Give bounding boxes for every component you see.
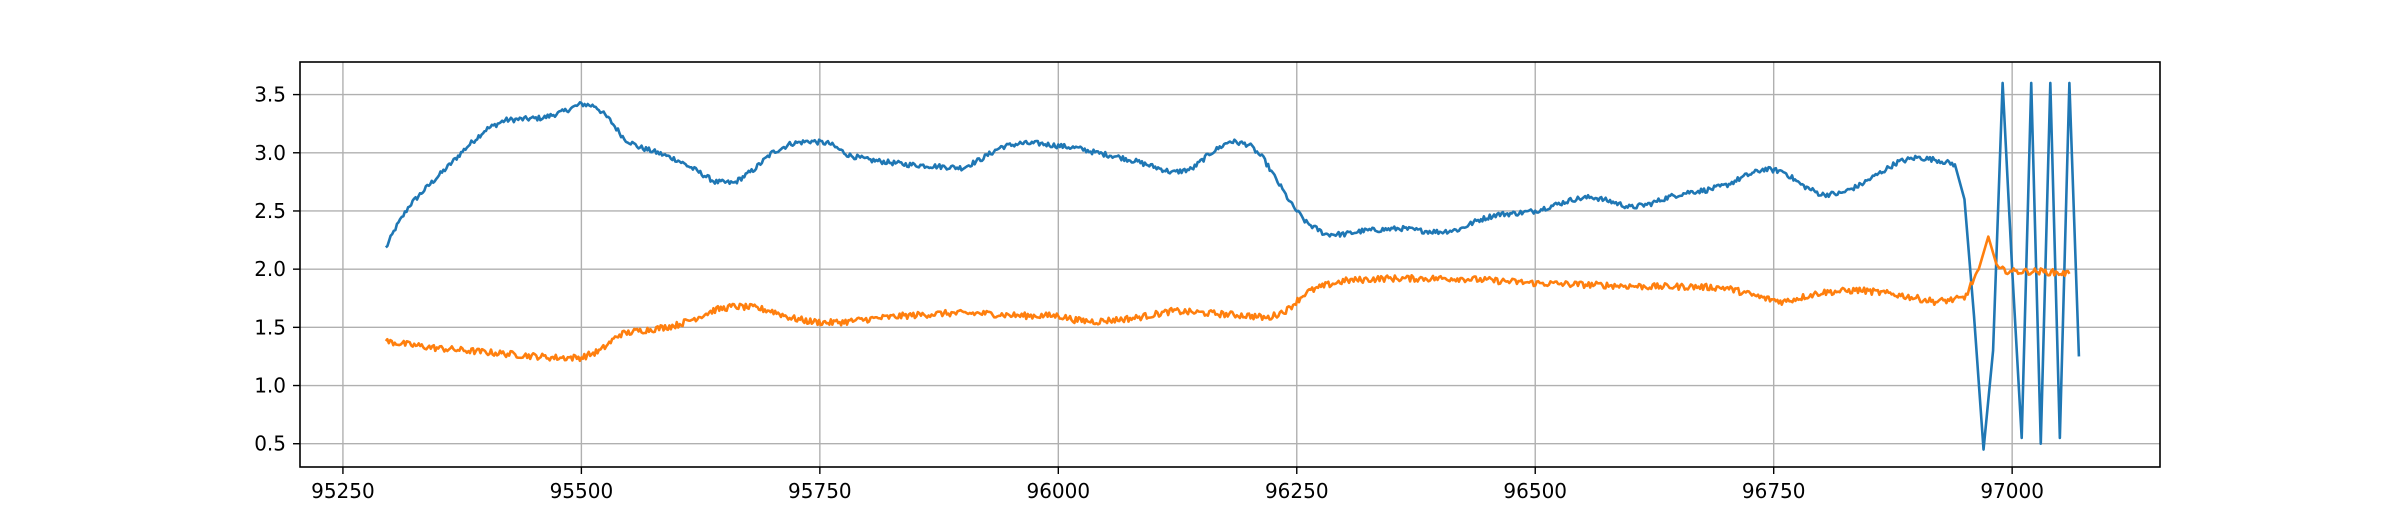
x-tick-label: 97000 [1980, 479, 2044, 503]
series-line-2 [384, 235, 2071, 363]
series-layer [384, 81, 2081, 451]
x-axis: 95250 95500 95750 96000 96250 96500 96750 97000 [311, 467, 2044, 503]
x-tick-label: 95750 [788, 479, 852, 503]
x-tick-label: 96750 [1742, 479, 1806, 503]
x-tick-label: 96250 [1265, 479, 1329, 503]
series-line-1 [384, 81, 2081, 451]
y-tick-label: 1.0 [254, 374, 286, 398]
y-tick-label: 1.5 [254, 315, 286, 339]
x-tick-label: 96500 [1503, 479, 1567, 503]
x-tick-label: 96000 [1026, 479, 1090, 503]
plot-frame [299, 61, 2161, 468]
x-tick-label: 95500 [550, 479, 614, 503]
x-tick-label: 95250 [311, 479, 375, 503]
grid [300, 62, 2160, 467]
y-tick-label: 3.5 [254, 83, 286, 107]
y-axis: 0.5 1.0 1.5 2.0 2.5 3.0 3.5 [254, 83, 300, 456]
y-tick-label: 2.0 [254, 257, 286, 281]
y-tick-label: 3.0 [254, 141, 286, 165]
y-tick-label: 0.5 [254, 432, 286, 456]
y-tick-label: 2.5 [254, 199, 286, 223]
